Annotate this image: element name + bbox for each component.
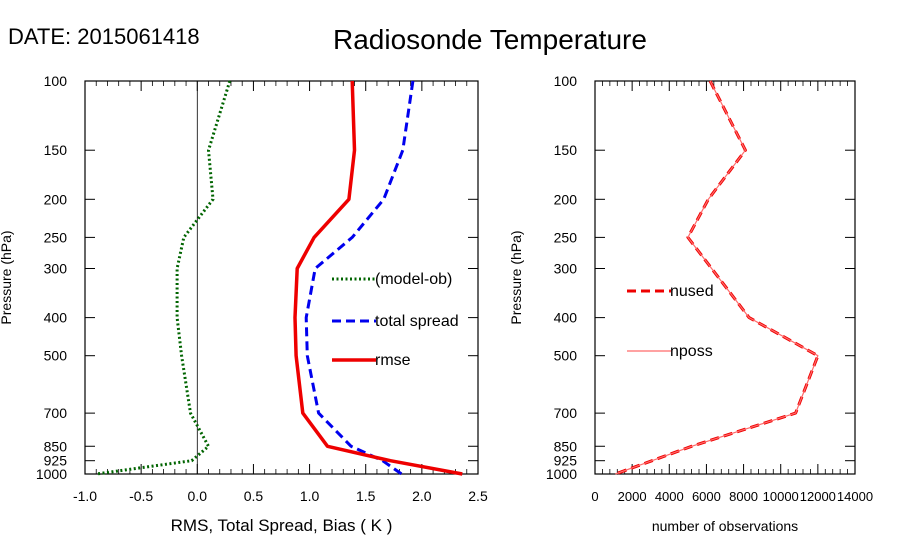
legend-label: rmse <box>375 352 411 369</box>
x-tick-label: 10000 <box>763 489 799 504</box>
legend-label: (model-ob) <box>375 271 452 288</box>
plot-frame <box>84 80 479 475</box>
y-axis-label: Pressure (hPa) <box>0 230 14 324</box>
y-tick-label: 250 <box>554 229 578 245</box>
y-tick-label: 925 <box>44 453 68 469</box>
y-tick-label: 850 <box>44 438 68 454</box>
x-axis-label: number of observations <box>652 518 798 534</box>
x-tick-label: -0.5 <box>129 488 153 504</box>
legend-label: nposs <box>670 343 713 360</box>
y-tick-label: 700 <box>44 405 68 421</box>
x-tick-label: 8000 <box>729 489 758 504</box>
chart-title: Radiosonde Temperature <box>333 24 647 55</box>
x-tick-label: 0.5 <box>244 488 264 504</box>
x-tick-label: 0.0 <box>188 488 208 504</box>
plot-frame <box>594 80 856 475</box>
legend-label: total spread <box>375 313 459 330</box>
x-tick-label: 2.5 <box>468 488 488 504</box>
y-tick-label: 300 <box>44 261 68 277</box>
x-tick-label: 14000 <box>837 489 873 504</box>
y-tick-label: 925 <box>554 453 578 469</box>
y-tick-label: 100 <box>44 73 68 89</box>
x-tick-label: -1.0 <box>73 488 97 504</box>
series-line-rmse <box>293 80 463 476</box>
y-tick-label: 500 <box>554 348 578 364</box>
y-tick-label: 150 <box>44 142 68 158</box>
y-tick-label: 100 <box>554 73 578 89</box>
series-line-total-spread <box>304 80 415 476</box>
x-tick-label: 1.0 <box>300 488 320 504</box>
legend-label: nused <box>670 283 714 300</box>
y-tick-label: 1000 <box>36 466 67 482</box>
x-tick-label: 2000 <box>618 489 647 504</box>
y-tick-label: 150 <box>554 142 578 158</box>
y-tick-label: 850 <box>554 438 578 454</box>
y-tick-label: 200 <box>44 191 68 207</box>
x-tick-label: 6000 <box>692 489 721 504</box>
y-axis-label: Pressure (hPa) <box>508 230 524 324</box>
x-axis-label: RMS, Total Spread, Bias ( K ) <box>171 516 393 535</box>
y-tick-label: 200 <box>554 191 578 207</box>
date-label: DATE: 2015061418 <box>8 24 200 49</box>
y-tick-label: 400 <box>44 310 68 326</box>
x-tick-label: 1.5 <box>356 488 376 504</box>
y-tick-label: 1000 <box>546 466 577 482</box>
y-tick-label: 400 <box>554 310 578 326</box>
series-line-model-ob <box>95 80 232 476</box>
series-line-nposs <box>615 80 819 475</box>
x-tick-label: 0 <box>591 489 598 504</box>
y-tick-label: 700 <box>554 405 578 421</box>
y-tick-label: 300 <box>554 261 578 277</box>
x-tick-label: 12000 <box>800 489 836 504</box>
y-tick-label: 500 <box>44 348 68 364</box>
y-tick-label: 250 <box>44 229 68 245</box>
x-tick-label: 2.0 <box>412 488 432 504</box>
x-tick-label: 4000 <box>655 489 684 504</box>
